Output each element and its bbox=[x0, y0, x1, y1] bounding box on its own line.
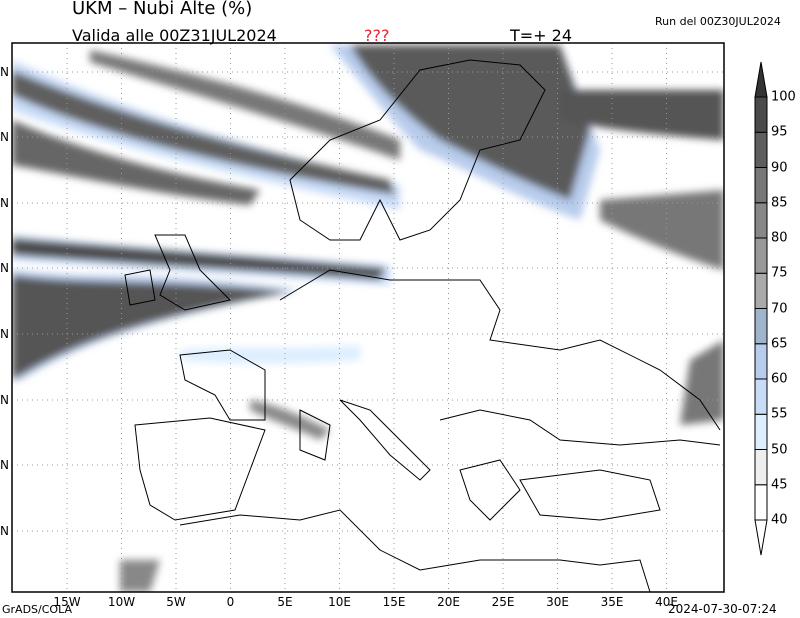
colorbar-label: 40 bbox=[771, 512, 788, 528]
lat-label: N bbox=[0, 524, 9, 538]
lat-label: N bbox=[0, 261, 9, 275]
lat-label: N bbox=[0, 393, 9, 407]
lon-label: 15W bbox=[53, 595, 81, 609]
lon-label: 5W bbox=[166, 595, 186, 609]
lat-label: N bbox=[0, 458, 9, 472]
colorbar-under-arrow bbox=[754, 519, 768, 556]
colorbar-label: 70 bbox=[771, 301, 788, 316]
timestamp: 2024-07-30-07:24 bbox=[668, 602, 777, 616]
lat-label: N bbox=[0, 130, 9, 144]
colorbar-label: 50 bbox=[771, 442, 788, 457]
colorbar bbox=[754, 61, 768, 556]
colorbar-label: 100 bbox=[771, 89, 796, 105]
lat-label: N bbox=[0, 196, 9, 210]
valid-time: Valida alle 00Z31JUL2024 bbox=[72, 26, 277, 45]
unknown-flag: ??? bbox=[364, 26, 390, 45]
colorbar-swatch bbox=[754, 272, 768, 309]
forecast-step: T=+ 24 bbox=[510, 26, 573, 45]
colorbar-swatch bbox=[754, 484, 768, 521]
colorbar-swatch bbox=[754, 96, 768, 133]
colorbar-swatch bbox=[754, 202, 768, 239]
cloud-field bbox=[12, 45, 724, 592]
run-time: Run del 00Z30JUL2024 bbox=[655, 15, 781, 28]
lon-label: 35E bbox=[600, 595, 624, 609]
colorbar-label: 45 bbox=[771, 477, 788, 493]
colorbar-swatch bbox=[754, 167, 768, 204]
lon-label: 40E bbox=[655, 595, 678, 609]
colorbar-swatch bbox=[754, 413, 768, 450]
lon-label: 30E bbox=[546, 595, 569, 609]
colorbar-swatch bbox=[754, 237, 768, 274]
colorbar-swatch bbox=[754, 308, 768, 345]
colorbar-swatch bbox=[754, 449, 768, 486]
map-frame bbox=[11, 42, 725, 593]
lon-label: 20E bbox=[437, 595, 460, 609]
lon-label: 0 bbox=[226, 595, 235, 609]
lon-label: 10W bbox=[107, 595, 136, 609]
colorbar-swatch bbox=[754, 378, 768, 415]
colorbar-swatch bbox=[754, 131, 768, 168]
colorbar-label: 65 bbox=[771, 336, 788, 352]
colorbar-label: 90 bbox=[771, 160, 788, 175]
colorbar-label: 75 bbox=[771, 265, 788, 281]
colorbar-label: 55 bbox=[771, 406, 788, 422]
graticule bbox=[12, 43, 724, 592]
lon-label: 10E bbox=[328, 595, 351, 609]
colorbar-over-arrow bbox=[754, 61, 768, 98]
colorbar-label: 80 bbox=[771, 230, 788, 246]
lat-label: N bbox=[0, 327, 9, 341]
colorbar-swatch bbox=[754, 343, 768, 380]
lon-label: 15E bbox=[382, 595, 406, 609]
colorbar-label: 95 bbox=[771, 124, 788, 140]
lat-label: N bbox=[0, 65, 9, 79]
colorbar-label: 85 bbox=[771, 195, 788, 211]
lon-label: 5E bbox=[277, 595, 293, 609]
chart-title: UKM – Nubi Alte (%) bbox=[72, 0, 253, 19]
coastlines bbox=[124, 59, 721, 592]
credit: GrADS/COLA bbox=[2, 603, 72, 616]
colorbar-label: 60 bbox=[771, 371, 788, 387]
lon-label: 25E bbox=[491, 595, 515, 609]
